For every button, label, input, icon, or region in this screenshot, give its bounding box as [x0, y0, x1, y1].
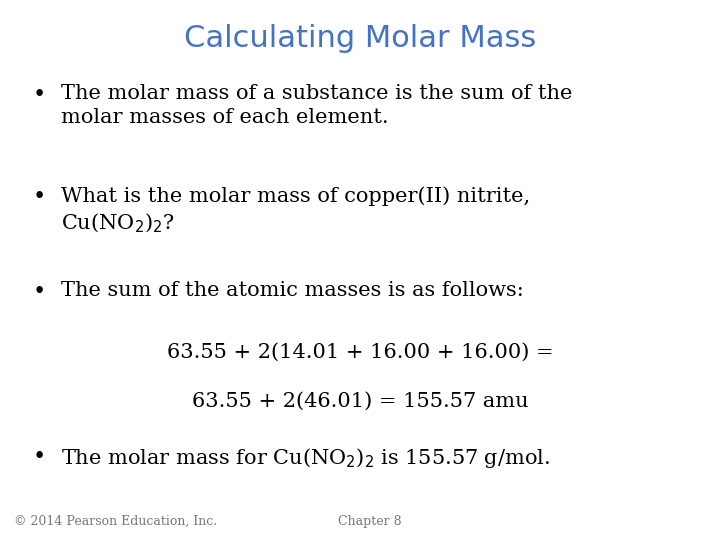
Text: •: •: [32, 281, 45, 303]
Text: 63.55 + 2(46.01) = 155.57 amu: 63.55 + 2(46.01) = 155.57 amu: [192, 392, 528, 410]
Text: Calculating Molar Mass: Calculating Molar Mass: [184, 24, 536, 53]
Text: •: •: [32, 186, 45, 208]
Text: What is the molar mass of copper(II) nitrite,
Cu(NO$_2$)$_2$?: What is the molar mass of copper(II) nit…: [61, 186, 531, 235]
Text: 63.55 + 2(14.01 + 16.00 + 16.00) =: 63.55 + 2(14.01 + 16.00 + 16.00) =: [167, 343, 553, 362]
Text: The molar mass for Cu(NO$_2$)$_2$ is 155.57 g/mol.: The molar mass for Cu(NO$_2$)$_2$ is 155…: [61, 446, 550, 469]
Text: Chapter 8: Chapter 8: [338, 515, 402, 528]
Text: •: •: [32, 84, 45, 106]
Text: The molar mass of a substance is the sum of the
molar masses of each element.: The molar mass of a substance is the sum…: [61, 84, 572, 127]
Text: •: •: [32, 446, 45, 468]
Text: The sum of the atomic masses is as follows:: The sum of the atomic masses is as follo…: [61, 281, 524, 300]
Text: © 2014 Pearson Education, Inc.: © 2014 Pearson Education, Inc.: [14, 515, 217, 528]
